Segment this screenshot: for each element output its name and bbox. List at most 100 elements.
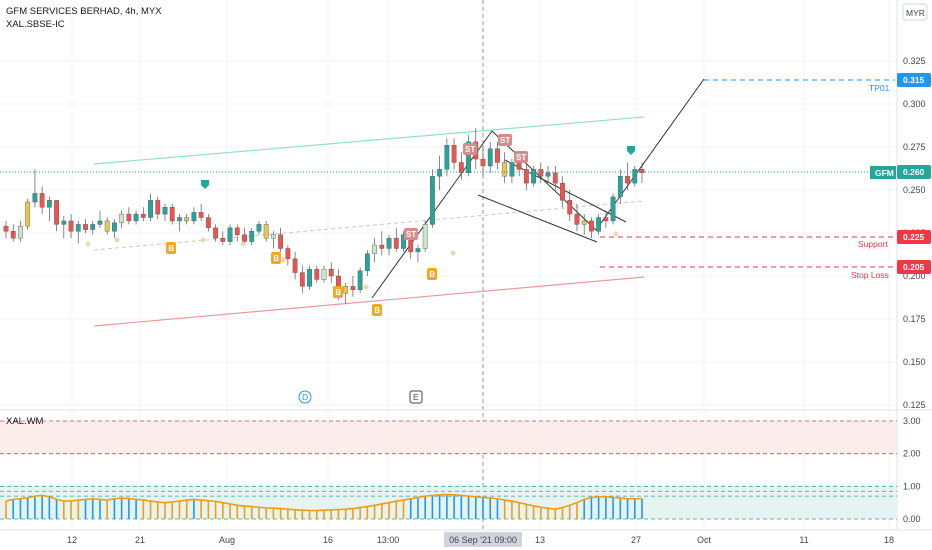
- buy-signal-label: B: [374, 306, 380, 315]
- candle-body: [227, 227, 233, 242]
- price-tag-stop-loss: 0.205: [897, 260, 931, 274]
- osc-tick-label: 2.00: [903, 449, 921, 459]
- candle-body: [523, 169, 529, 184]
- buy-signal-label: B: [273, 254, 279, 263]
- candle-body: [603, 217, 609, 222]
- time-tick-label: Oct: [697, 535, 712, 545]
- price-tick-label: 0.250: [903, 185, 926, 195]
- sell-trigger-badge: [404, 228, 418, 240]
- faint-diamond-icon: [85, 241, 91, 247]
- buy-signal-label: B: [335, 288, 341, 297]
- candle-body: [321, 268, 327, 280]
- candle-body: [61, 220, 67, 225]
- buy-signal-badge: [166, 242, 176, 254]
- candle-body: [451, 145, 457, 163]
- candle-body: [632, 169, 638, 184]
- candle-body: [242, 234, 247, 242]
- candle-body: [271, 234, 276, 239]
- sell-trigger-label: ST: [516, 153, 526, 162]
- osc-zone-high: [0, 421, 897, 454]
- earnings-event-icon[interactable]: [409, 390, 423, 404]
- candle-body: [68, 220, 74, 232]
- candle-body: [480, 158, 486, 167]
- candle-body: [307, 268, 312, 287]
- candle-body: [422, 224, 428, 249]
- osc-tick-label: 1.00: [903, 481, 921, 491]
- teal-signal-icon: [201, 180, 209, 189]
- candle-body: [205, 217, 211, 229]
- price-tick-label: 0.275: [903, 142, 926, 152]
- crosshair-time-box: [444, 532, 522, 547]
- candle-body: [133, 213, 139, 222]
- time-axis: 12 21 Aug 16 13:00 06 Sep '21 09:00 13 27 Oct 11 1…: [0, 529, 932, 547]
- candle-body: [625, 176, 630, 184]
- candle-body: [314, 268, 320, 280]
- time-tick-label: 21: [135, 535, 145, 545]
- indicator-title: XAL.SBSE-IC: [6, 19, 65, 30]
- candle-body: [25, 201, 31, 227]
- candle-body: [538, 169, 544, 177]
- svg-text:0.260: 0.260: [903, 167, 925, 177]
- stop-loss-label: Stop Loss: [851, 270, 889, 280]
- candle-body: [581, 220, 587, 225]
- support-label: Support: [858, 239, 888, 249]
- candle-body: [487, 148, 493, 167]
- oscillator-pane-background: [0, 420, 897, 520]
- candle-body: [285, 248, 291, 259]
- chart-title: GFM SERVICES BERHAD, 4h, MYX: [6, 6, 162, 17]
- candle-body: [328, 268, 334, 277]
- candle-body: [343, 286, 349, 294]
- osc-tick-label: 0.00: [903, 514, 921, 524]
- sell-trigger-badge: [463, 143, 477, 155]
- candlestick-series: [3, 128, 645, 304]
- time-tick-label: 12: [67, 535, 77, 545]
- price-tag-tp01: 0.315: [897, 73, 931, 87]
- tp01-label: TP01: [869, 83, 890, 93]
- candle-body: [191, 212, 197, 222]
- candle-body: [516, 162, 522, 170]
- candle-body: [364, 253, 370, 272]
- candle-body: [357, 270, 363, 290]
- trend-drawings: [93, 78, 895, 327]
- price-tick-label: 0.175: [903, 314, 926, 324]
- crosshair-time-label: 06 Sep '21 09:00: [449, 535, 517, 545]
- candle-body: [75, 224, 81, 232]
- time-tick-label: 27: [631, 535, 641, 545]
- price-tick-label: 0.325: [903, 56, 926, 66]
- svg-text:0.315: 0.315: [903, 75, 925, 85]
- time-tick-label: 13: [535, 535, 545, 545]
- time-tick-label: 18: [884, 535, 894, 545]
- time-tick-label: 16: [323, 535, 333, 545]
- candle-body: [148, 200, 153, 218]
- buy-signal-label: B: [168, 244, 174, 253]
- faint-diamond-icon: [240, 241, 246, 247]
- faint-diamond-icon: [450, 250, 456, 256]
- candle-body: [393, 237, 399, 249]
- candle-body: [509, 162, 515, 177]
- candle-body: [198, 212, 204, 218]
- price-tag-last: 0.260: [897, 165, 931, 179]
- candle-body: [574, 213, 580, 225]
- buy-signal-label: B: [429, 270, 435, 279]
- candle-body: [162, 206, 168, 215]
- candle-body: [617, 176, 623, 198]
- price-level-lines: [0, 171, 895, 268]
- upper-channel-line: [93, 116, 645, 165]
- candle-body: [502, 162, 508, 177]
- candle-body: [213, 227, 218, 239]
- candle-body: [83, 224, 88, 230]
- candle-body: [430, 176, 435, 225]
- signal-markers: B B B B B ST ST ST ST: [85, 134, 635, 316]
- candle-body: [596, 217, 602, 232]
- oscillator-series: [5, 493, 643, 519]
- candle-body: [249, 231, 255, 242]
- dividend-event-icon[interactable]: [298, 390, 312, 404]
- candle-body: [119, 213, 125, 223]
- candle-body: [220, 237, 226, 242]
- candle-body: [256, 224, 262, 232]
- currency-badge[interactable]: [902, 3, 928, 21]
- candle-body: [278, 234, 284, 249]
- candle-body: [560, 182, 565, 201]
- candle-body: [372, 244, 377, 254]
